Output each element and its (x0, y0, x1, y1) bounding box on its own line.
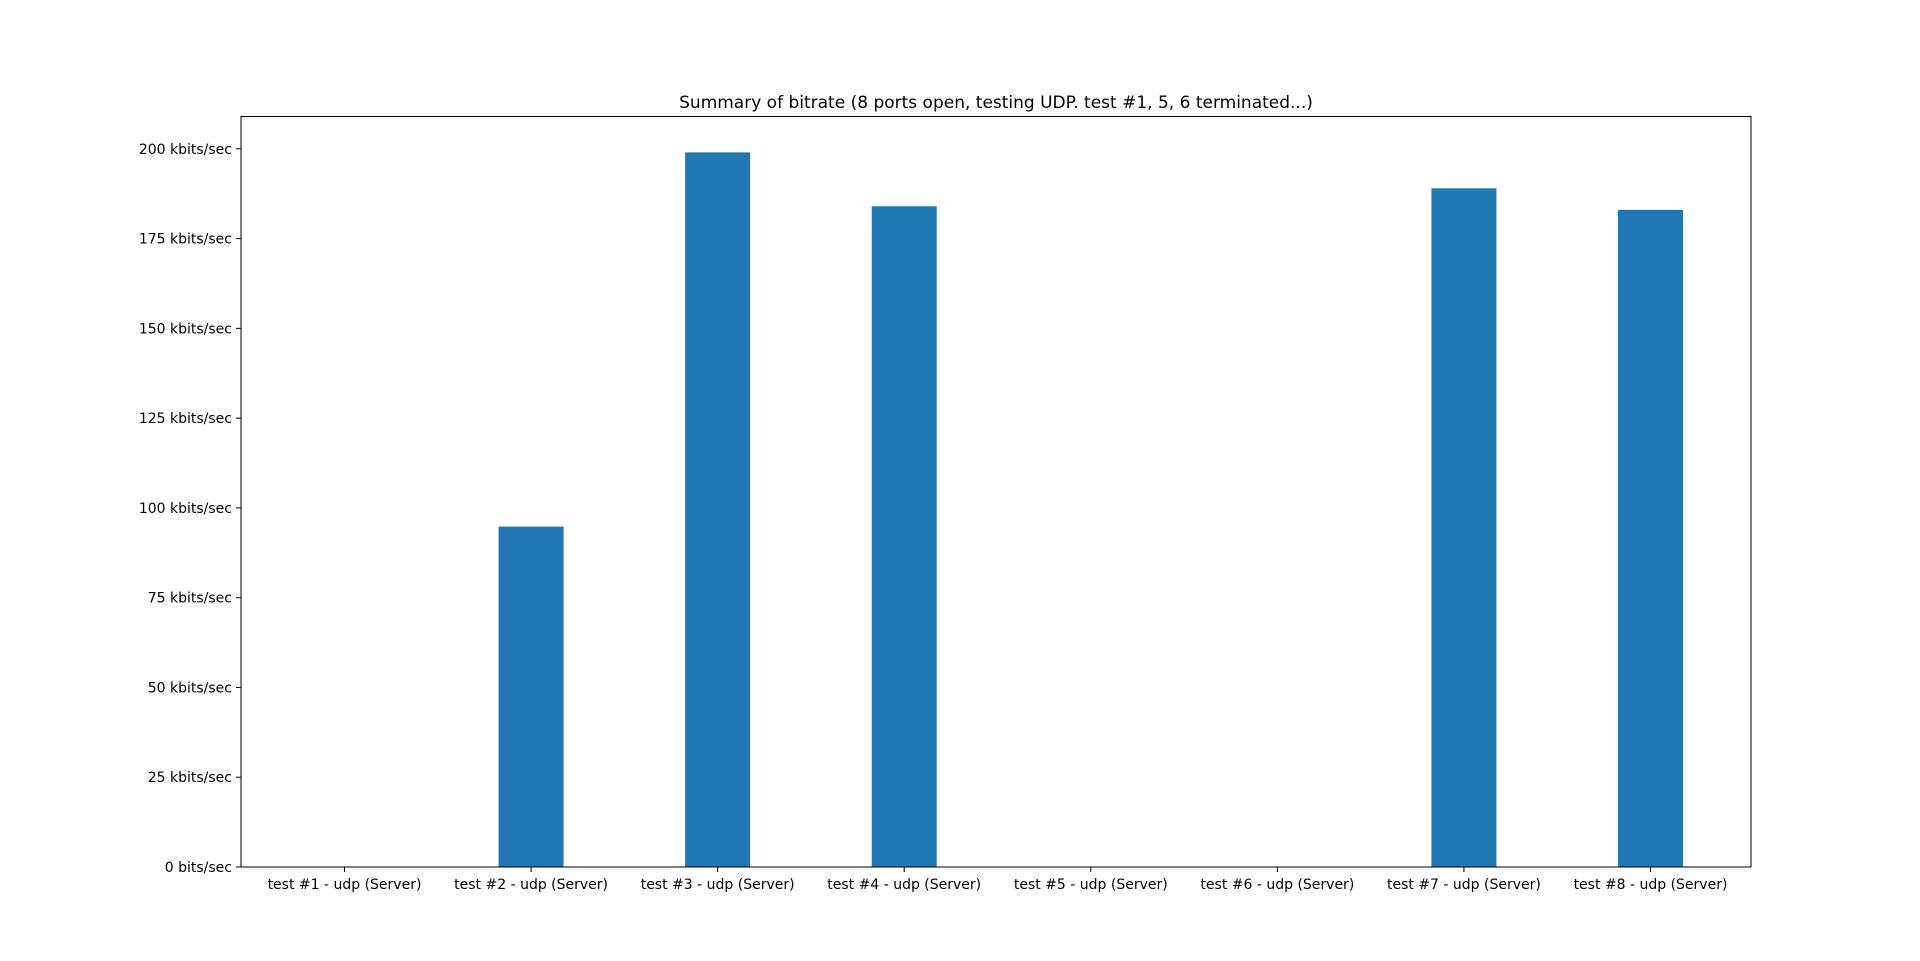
x-axis: test #1 - udp (Server) test #2 - udp (Ser… (268, 867, 1728, 893)
bars-group (498, 152, 1683, 868)
y-tick-label-1: 0 bits/sec (165, 860, 232, 876)
y-tick-label-3: 50 kbits/sec (148, 680, 232, 696)
y-tick-label-2: 25 kbits/sec (148, 770, 232, 786)
bar-4 (871, 206, 937, 868)
y-tick-label-4: 75 kbits/sec (148, 591, 232, 607)
y-axis: 0 bits/sec 25 kbits/sec 50 kbits/sec 75 kbi… (139, 142, 241, 876)
plot-frame (240, 116, 1752, 868)
x-tick-label-2: test #2 - udp (Server) (454, 877, 608, 893)
chart-title: Summary of bitrate (8 ports open, testin… (679, 93, 1313, 113)
x-tick-label-5: test #5 - udp (Server) (1014, 877, 1168, 893)
y-tick-label-5: 100 kbits/sec (139, 501, 232, 517)
bar-2 (498, 526, 564, 867)
x-tick-label-7: test #7 - udp (Server) (1387, 877, 1541, 893)
bar-7 (1431, 188, 1497, 867)
x-tick-label-1: test #1 - udp (Server) (268, 877, 422, 893)
y-tick-label-6: 125 kbits/sec (139, 411, 232, 427)
y-tick-label-8: 175 kbits/sec (139, 232, 232, 248)
y-tick-label-7: 150 kbits/sec (139, 321, 232, 337)
bar-3 (685, 152, 751, 868)
x-tick-label-8: test #8 - udp (Server) (1574, 877, 1728, 893)
x-tick-label-3: test #3 - udp (Server) (641, 877, 795, 893)
y-tick-label-9: 200 kbits/sec (139, 142, 232, 158)
x-tick-label-4: test #4 - udp (Server) (827, 877, 981, 893)
bar-8 (1618, 209, 1683, 867)
x-tick-label-6: test #6 - udp (Server) (1200, 877, 1354, 893)
